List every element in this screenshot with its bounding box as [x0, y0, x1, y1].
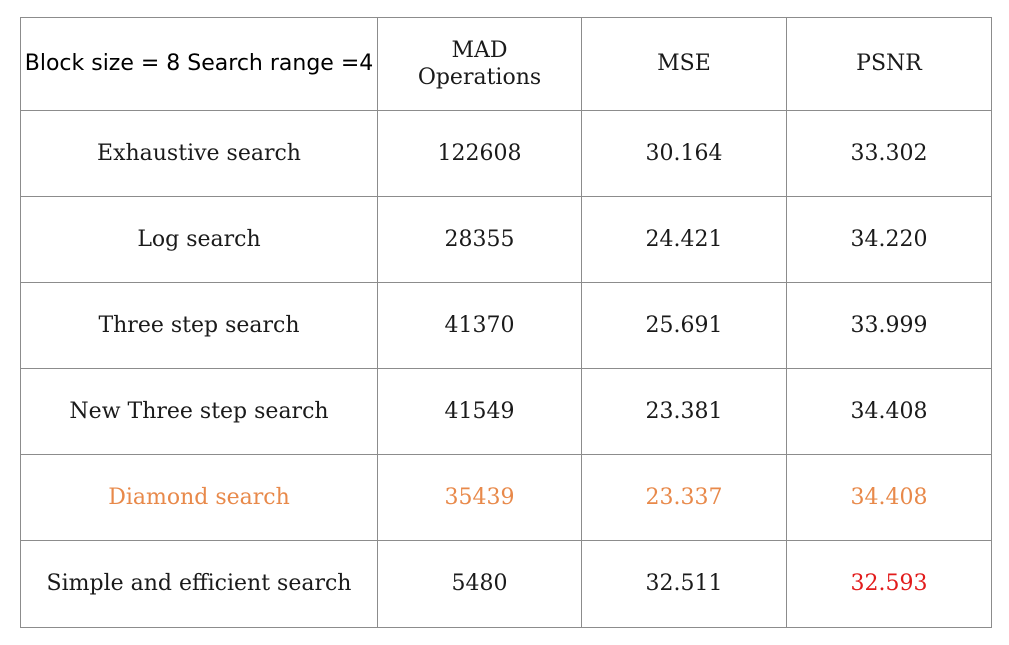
method-cell: Log search [20, 196, 378, 283]
mse-cell: 32.511 [581, 540, 787, 628]
mse-cell: 23.381 [581, 368, 787, 455]
operations-cell: 35439 [377, 454, 582, 541]
header-psnr-label: PSNR [856, 51, 922, 77]
operations-cell: 122608 [377, 110, 582, 197]
method-cell: New Three step search [20, 368, 378, 455]
method-cell: Three step search [20, 282, 378, 369]
table-row: Exhaustive search 122608 30.164 33.302 [20, 110, 992, 197]
operations-cell: 28355 [377, 196, 582, 283]
config-label: Block size = 8 Search range =4 [24, 51, 374, 77]
operations-cell: 41549 [377, 368, 582, 455]
header-operations-line1: MAD [451, 37, 508, 63]
psnr-cell: 34.220 [786, 196, 992, 283]
operations-cell: 41370 [377, 282, 582, 369]
mse-cell: 30.164 [581, 110, 787, 197]
header-psnr: PSNR [786, 17, 992, 111]
operations-cell: 5480 [377, 540, 582, 628]
header-row: Block size = 8 Search range =4 MAD Opera… [20, 17, 992, 111]
config-label-cell: Block size = 8 Search range =4 [20, 17, 378, 111]
table-row: New Three step search 41549 23.381 34.40… [20, 368, 992, 455]
psnr-cell: 34.408 [786, 454, 992, 541]
table-row: Three step search 41370 25.691 33.999 [20, 282, 992, 369]
header-mse: MSE [581, 17, 787, 111]
header-operations-line2: Operations [417, 65, 542, 90]
method-cell: Diamond search [20, 454, 378, 541]
mse-cell: 24.421 [581, 196, 787, 283]
mse-cell: 23.337 [581, 454, 787, 541]
psnr-cell: 33.999 [786, 282, 992, 369]
table-row: Log search 28355 24.421 34.220 [20, 196, 992, 283]
header-operations: MAD Operations [377, 17, 582, 111]
table-row: Simple and efficient search 5480 32.511 … [20, 540, 992, 628]
method-cell: Exhaustive search [20, 110, 378, 197]
header-mse-label: MSE [657, 51, 711, 77]
results-table: Block size = 8 Search range =4 MAD Opera… [20, 17, 992, 628]
psnr-cell-highlighted: 32.593 [786, 540, 992, 628]
mse-cell: 25.691 [581, 282, 787, 369]
psnr-cell: 34.408 [786, 368, 992, 455]
method-cell: Simple and efficient search [20, 540, 378, 628]
table-row-highlighted: Diamond search 35439 23.337 34.408 [20, 454, 992, 541]
psnr-cell: 33.302 [786, 110, 992, 197]
